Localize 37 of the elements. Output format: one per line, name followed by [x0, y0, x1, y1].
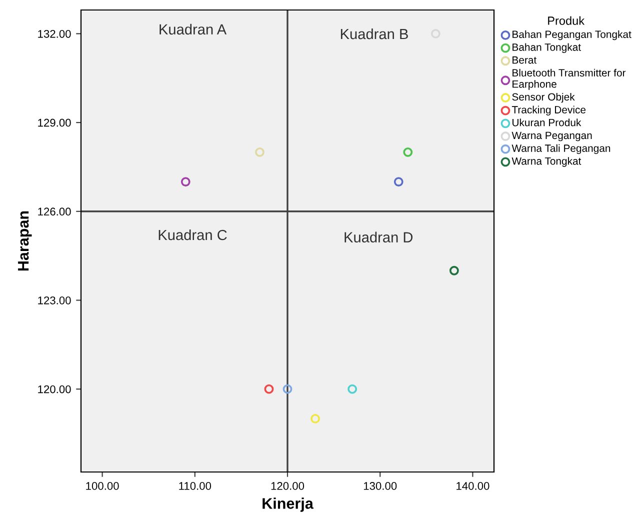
y-tick-label: 120.00 — [38, 385, 71, 394]
x-tick-label: 110.00 — [179, 482, 212, 490]
legend-label: Berat — [512, 56, 537, 64]
point — [255, 147, 264, 157]
legend-label: Bluetooth Transmitter for Earphone — [512, 68, 626, 90]
legend-label: Warna Tali Pegangan — [512, 144, 610, 154]
legend-label: Bahan Pegangan Tongkat — [512, 30, 632, 40]
point — [394, 177, 404, 186]
point — [403, 147, 413, 157]
annotation: Kuadran B — [340, 28, 408, 40]
x-tick-label: 100.00 — [86, 482, 119, 490]
point — [282, 384, 292, 394]
legend-title: Produk — [548, 16, 585, 25]
x-tick-label: 120.00 — [271, 482, 304, 490]
legend-label: Ukuran Produk — [512, 118, 582, 126]
legend-label: Bahan Tongkat — [512, 43, 581, 53]
point — [449, 266, 459, 276]
x-tick-label: 140.00 — [456, 482, 490, 490]
legend-label: Sensor Objek — [512, 92, 575, 103]
y-tick-label: 126.00 — [38, 208, 71, 216]
legend-label: Warna Tongkat — [512, 157, 582, 167]
annotation: Kuadran C — [158, 229, 227, 240]
x-tick-label: 130.00 — [364, 482, 397, 490]
point — [264, 384, 274, 394]
point — [430, 28, 440, 38]
legend-label: Warna Pegangan — [512, 132, 592, 142]
point — [348, 384, 358, 394]
y-tick-label: 129.00 — [38, 118, 71, 127]
point — [180, 177, 190, 186]
y-axis-title: Harapan — [18, 211, 32, 271]
x-axis-title: Kinerja — [262, 498, 314, 512]
annotation: Kuadran D — [344, 232, 413, 242]
legend-label: Tracking Device — [512, 106, 586, 116]
y-tick-label: 123.00 — [38, 296, 71, 304]
annotation: Kuadran A — [160, 24, 227, 35]
y-tick-label: 132.00 — [38, 30, 71, 38]
point — [310, 414, 320, 424]
